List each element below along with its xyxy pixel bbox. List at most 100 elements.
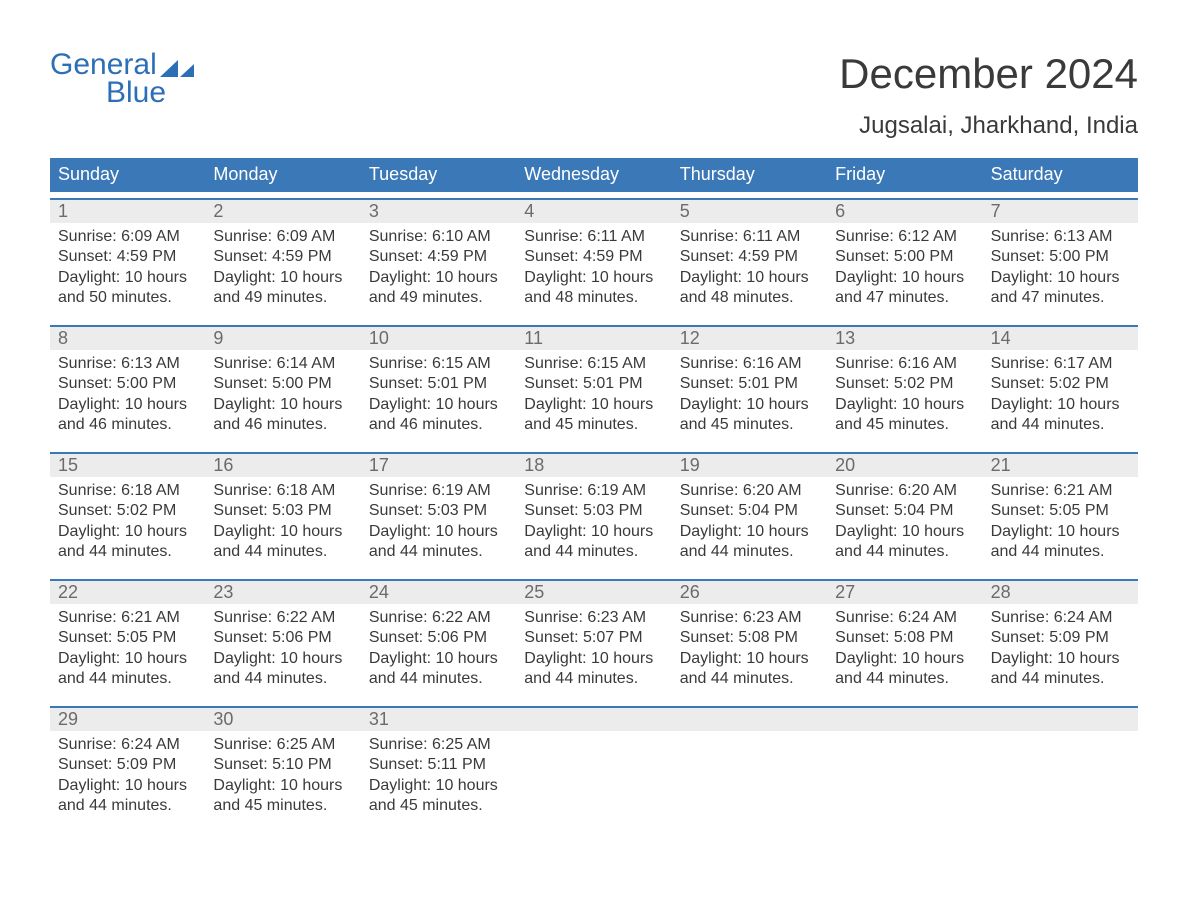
header-row: General Blue December 2024 Jugsalai, Jha… — [50, 50, 1138, 140]
sunrise-text: Sunrise: 6:18 AM — [213, 481, 352, 501]
weekday-header: Tuesday — [361, 158, 516, 192]
week-row: 22232425262728Sunrise: 6:21 AMSunset: 5:… — [50, 579, 1138, 700]
day-details: Sunrise: 6:09 AMSunset: 4:59 PMDaylight:… — [50, 223, 205, 319]
daylight-text: and 45 minutes. — [680, 415, 819, 435]
day-details: Sunrise: 6:14 AMSunset: 5:00 PMDaylight:… — [205, 350, 360, 446]
daylight-text: and 44 minutes. — [991, 415, 1130, 435]
day-details: Sunrise: 6:09 AMSunset: 4:59 PMDaylight:… — [205, 223, 360, 319]
daylight-text: Daylight: 10 hours — [680, 395, 819, 415]
day-details: Sunrise: 6:19 AMSunset: 5:03 PMDaylight:… — [361, 477, 516, 573]
day-number: 18 — [516, 454, 671, 477]
daylight-text: Daylight: 10 hours — [524, 649, 663, 669]
daylight-text: and 44 minutes. — [524, 669, 663, 689]
day-number: 26 — [672, 581, 827, 604]
day-details-row: Sunrise: 6:21 AMSunset: 5:05 PMDaylight:… — [50, 604, 1138, 700]
daylight-text: and 48 minutes. — [524, 288, 663, 308]
sunrise-text: Sunrise: 6:17 AM — [991, 354, 1130, 374]
day-details: Sunrise: 6:24 AMSunset: 5:09 PMDaylight:… — [983, 604, 1138, 700]
sunrise-text: Sunrise: 6:10 AM — [369, 227, 508, 247]
day-number: 23 — [205, 581, 360, 604]
day-details: Sunrise: 6:25 AMSunset: 5:11 PMDaylight:… — [361, 731, 516, 827]
sunset-text: Sunset: 4:59 PM — [524, 247, 663, 267]
daylight-text: and 44 minutes. — [991, 669, 1130, 689]
sunrise-text: Sunrise: 6:20 AM — [680, 481, 819, 501]
day-number: 10 — [361, 327, 516, 350]
daylight-text: Daylight: 10 hours — [58, 649, 197, 669]
daylight-text: Daylight: 10 hours — [58, 268, 197, 288]
sunrise-text: Sunrise: 6:14 AM — [213, 354, 352, 374]
daylight-text: Daylight: 10 hours — [991, 268, 1130, 288]
sunset-text: Sunset: 5:03 PM — [213, 501, 352, 521]
daylight-text: Daylight: 10 hours — [524, 522, 663, 542]
daylight-text: Daylight: 10 hours — [58, 395, 197, 415]
sunset-text: Sunset: 5:01 PM — [680, 374, 819, 394]
calendar-page: General Blue December 2024 Jugsalai, Jha… — [0, 0, 1188, 827]
day-details: Sunrise: 6:20 AMSunset: 5:04 PMDaylight:… — [672, 477, 827, 573]
day-number: 11 — [516, 327, 671, 350]
day-number: 22 — [50, 581, 205, 604]
daylight-text: Daylight: 10 hours — [213, 268, 352, 288]
daylight-text: Daylight: 10 hours — [524, 395, 663, 415]
daylight-text: and 44 minutes. — [58, 669, 197, 689]
weeks-container: 1234567Sunrise: 6:09 AMSunset: 4:59 PMDa… — [50, 192, 1138, 827]
daylight-text: Daylight: 10 hours — [58, 522, 197, 542]
daylight-text: and 45 minutes. — [213, 796, 352, 816]
sunset-text: Sunset: 5:00 PM — [58, 374, 197, 394]
daylight-text: and 44 minutes. — [991, 542, 1130, 562]
sunrise-text: Sunrise: 6:23 AM — [680, 608, 819, 628]
day-number: 21 — [983, 454, 1138, 477]
day-number: 14 — [983, 327, 1138, 350]
daylight-text: and 45 minutes. — [369, 796, 508, 816]
weekday-header: Friday — [827, 158, 982, 192]
day-number — [827, 708, 982, 731]
sunset-text: Sunset: 5:03 PM — [369, 501, 508, 521]
sunrise-text: Sunrise: 6:21 AM — [991, 481, 1130, 501]
sunrise-text: Sunrise: 6:22 AM — [369, 608, 508, 628]
daylight-text: and 49 minutes. — [369, 288, 508, 308]
week-row: 1234567Sunrise: 6:09 AMSunset: 4:59 PMDa… — [50, 198, 1138, 319]
day-details-row: Sunrise: 6:24 AMSunset: 5:09 PMDaylight:… — [50, 731, 1138, 827]
day-number: 3 — [361, 200, 516, 223]
sunrise-text: Sunrise: 6:12 AM — [835, 227, 974, 247]
day-details: Sunrise: 6:23 AMSunset: 5:07 PMDaylight:… — [516, 604, 671, 700]
daylight-text: and 47 minutes. — [991, 288, 1130, 308]
day-number: 13 — [827, 327, 982, 350]
weekday-header: Saturday — [983, 158, 1138, 192]
day-number — [516, 708, 671, 731]
sunset-text: Sunset: 5:04 PM — [680, 501, 819, 521]
sunrise-text: Sunrise: 6:09 AM — [58, 227, 197, 247]
daylight-text: and 44 minutes. — [524, 542, 663, 562]
day-details: Sunrise: 6:16 AMSunset: 5:01 PMDaylight:… — [672, 350, 827, 446]
sunset-text: Sunset: 4:59 PM — [680, 247, 819, 267]
sunrise-text: Sunrise: 6:24 AM — [58, 735, 197, 755]
sunset-text: Sunset: 5:09 PM — [58, 755, 197, 775]
sunset-text: Sunset: 5:00 PM — [991, 247, 1130, 267]
daylight-text: Daylight: 10 hours — [991, 649, 1130, 669]
day-details-row: Sunrise: 6:18 AMSunset: 5:02 PMDaylight:… — [50, 477, 1138, 573]
day-details: Sunrise: 6:13 AMSunset: 5:00 PMDaylight:… — [50, 350, 205, 446]
daylight-text: Daylight: 10 hours — [213, 522, 352, 542]
day-details: Sunrise: 6:23 AMSunset: 5:08 PMDaylight:… — [672, 604, 827, 700]
sunset-text: Sunset: 5:05 PM — [991, 501, 1130, 521]
day-details — [516, 731, 671, 827]
day-number-row: 293031 — [50, 706, 1138, 731]
day-number-row: 15161718192021 — [50, 452, 1138, 477]
day-details: Sunrise: 6:10 AMSunset: 4:59 PMDaylight:… — [361, 223, 516, 319]
sunset-text: Sunset: 5:01 PM — [369, 374, 508, 394]
sunrise-text: Sunrise: 6:11 AM — [680, 227, 819, 247]
day-details: Sunrise: 6:22 AMSunset: 5:06 PMDaylight:… — [205, 604, 360, 700]
sunrise-text: Sunrise: 6:13 AM — [991, 227, 1130, 247]
sunset-text: Sunset: 5:02 PM — [835, 374, 974, 394]
day-details: Sunrise: 6:11 AMSunset: 4:59 PMDaylight:… — [672, 223, 827, 319]
daylight-text: Daylight: 10 hours — [835, 522, 974, 542]
sunrise-text: Sunrise: 6:09 AM — [213, 227, 352, 247]
flag-icon — [160, 57, 194, 77]
sunrise-text: Sunrise: 6:16 AM — [680, 354, 819, 374]
daylight-text: and 44 minutes. — [58, 796, 197, 816]
title-block: December 2024 Jugsalai, Jharkhand, India — [839, 50, 1138, 140]
daylight-text: and 45 minutes. — [835, 415, 974, 435]
calendar: Sunday Monday Tuesday Wednesday Thursday… — [50, 158, 1138, 827]
daylight-text: and 44 minutes. — [835, 542, 974, 562]
day-details: Sunrise: 6:20 AMSunset: 5:04 PMDaylight:… — [827, 477, 982, 573]
day-details-row: Sunrise: 6:13 AMSunset: 5:00 PMDaylight:… — [50, 350, 1138, 446]
